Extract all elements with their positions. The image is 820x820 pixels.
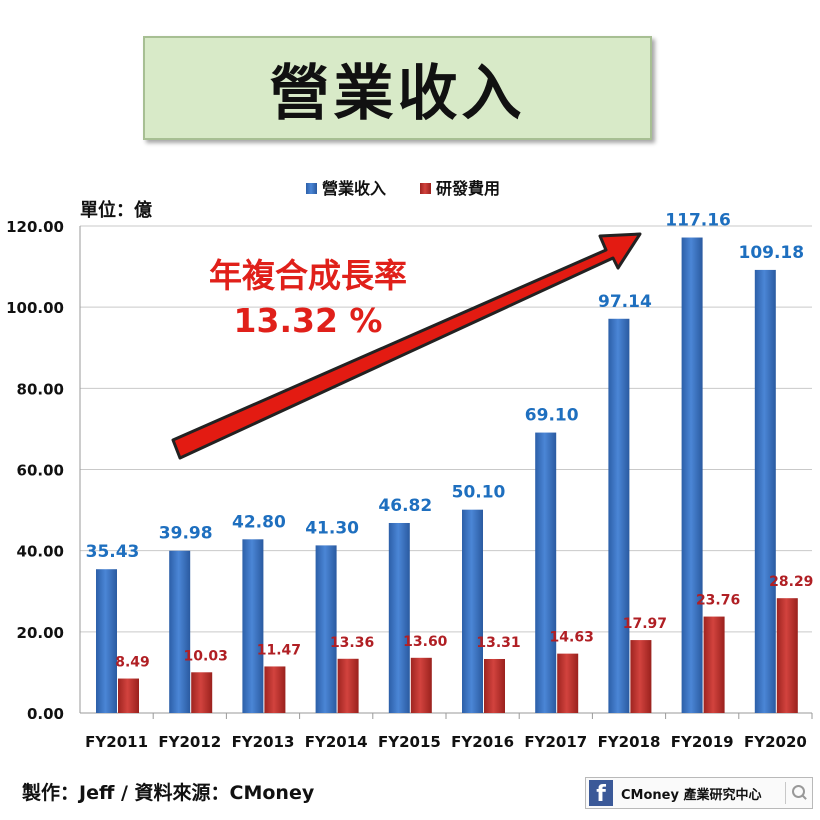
x-tick-label: FY2016 <box>451 733 514 751</box>
y-tick-label: 60.00 <box>17 462 64 480</box>
revenue-value-label: 41.30 <box>305 518 359 538</box>
bar-rnd-FY2020 <box>776 598 798 713</box>
bar-rnd-FY2016 <box>484 658 505 713</box>
x-tick-label: FY2012 <box>158 733 221 751</box>
rnd-value-label: 28.29 <box>769 574 813 590</box>
revenue-value-label: 97.14 <box>598 292 652 312</box>
bar-revenue-FY2018 <box>608 318 630 713</box>
rnd-value-label: 11.47 <box>257 642 301 658</box>
bar-revenue-FY2015 <box>388 522 410 713</box>
bar-revenue-FY2020 <box>754 269 776 713</box>
rnd-value-label: 13.36 <box>330 635 374 651</box>
y-tick-label: 0.00 <box>27 705 64 723</box>
rnd-value-label: 13.31 <box>476 635 520 651</box>
rnd-value-label: 14.63 <box>550 630 594 646</box>
legend-item-revenue-label: 營業收入 <box>322 179 386 198</box>
growth-arrow <box>171 232 642 460</box>
x-tick-label: FY2011 <box>85 733 148 751</box>
y-tick-label: 80.00 <box>17 380 64 398</box>
badge-text: CMoney 產業研究中心 <box>621 787 762 803</box>
bar-chart: 0.00 20.00 40.00 60.00 80.00 100.00 120.00 35.4… <box>6 179 813 751</box>
revenue-value-label: 46.82 <box>378 496 432 516</box>
rnd-value-label: 8.49 <box>115 655 150 671</box>
legend-item-rnd-swatch <box>420 183 431 194</box>
bar-revenue-FY2013 <box>242 539 264 713</box>
bar-revenue-FY2017 <box>535 432 557 713</box>
bar-revenue-FY2012 <box>169 550 191 713</box>
footer-credit: 製作：Jeff / 資料來源：CMoney <box>22 782 315 804</box>
x-tick-label: FY2013 <box>232 733 295 751</box>
x-tick-label: FY2014 <box>305 733 368 751</box>
revenue-value-label: 109.18 <box>738 243 804 263</box>
bar-rnd-FY2018 <box>630 640 652 713</box>
bar-revenue-FY2019 <box>681 237 703 713</box>
y-tick-label: 100.00 <box>6 299 64 317</box>
rnd-value-label: 17.97 <box>623 616 667 632</box>
rnd-value-label: 23.76 <box>696 593 740 609</box>
revenue-value-label: 42.80 <box>232 512 286 532</box>
x-tick-label: FY2017 <box>524 733 587 751</box>
annotation-line-1: 年複合成長率 <box>209 256 407 295</box>
legend-item-revenue-swatch <box>306 183 317 194</box>
x-tick-label: FY2019 <box>671 733 734 751</box>
bar-rnd-FY2017 <box>557 653 579 713</box>
source-badge[interactable]: f CMoney 產業研究中心 <box>585 777 813 809</box>
bar-rnd-FY2013 <box>264 666 286 713</box>
x-tick-label: FY2015 <box>378 733 441 751</box>
chart-title-box: 營業收入 <box>143 36 652 140</box>
unit-label: 單位：億 <box>80 200 152 221</box>
bar-revenue-FY2014 <box>315 545 337 713</box>
rnd-value-label: 13.60 <box>403 634 448 650</box>
bar-revenue-FY2016 <box>462 509 483 713</box>
revenue-value-label: 50.10 <box>452 483 506 503</box>
bar-rnd-FY2015 <box>410 657 432 713</box>
bar-rnd-FY2014 <box>337 658 359 713</box>
revenue-value-label: 35.43 <box>86 542 140 562</box>
revenue-value-label: 69.10 <box>525 406 579 426</box>
x-tick-label: FY2018 <box>598 733 661 751</box>
annotation-line-2: 13.32 % <box>234 301 383 340</box>
bar-rnd-FY2012 <box>191 672 213 713</box>
chart-title: 營業收入 <box>269 58 526 129</box>
legend-item-rnd-label: 研發費用 <box>436 179 500 198</box>
facebook-icon: f <box>589 780 613 806</box>
y-tick-label: 120.00 <box>6 218 64 236</box>
revenue-value-label: 39.98 <box>159 524 213 544</box>
bar-rnd-FY2011 <box>118 678 139 713</box>
y-tick-label: 20.00 <box>17 624 64 642</box>
search-icon[interactable] <box>785 782 808 804</box>
revenue-value-label: 117.16 <box>665 211 731 231</box>
legend: 營業收入 研發費用 <box>306 179 500 198</box>
growth-arrow-shape <box>171 232 642 460</box>
bar-rnd-FY2019 <box>703 616 725 713</box>
x-tick-label: FY2020 <box>744 733 807 751</box>
bar-revenue-FY2011 <box>96 569 117 713</box>
rnd-value-label: 10.03 <box>184 648 228 664</box>
y-tick-label: 40.00 <box>17 543 64 561</box>
